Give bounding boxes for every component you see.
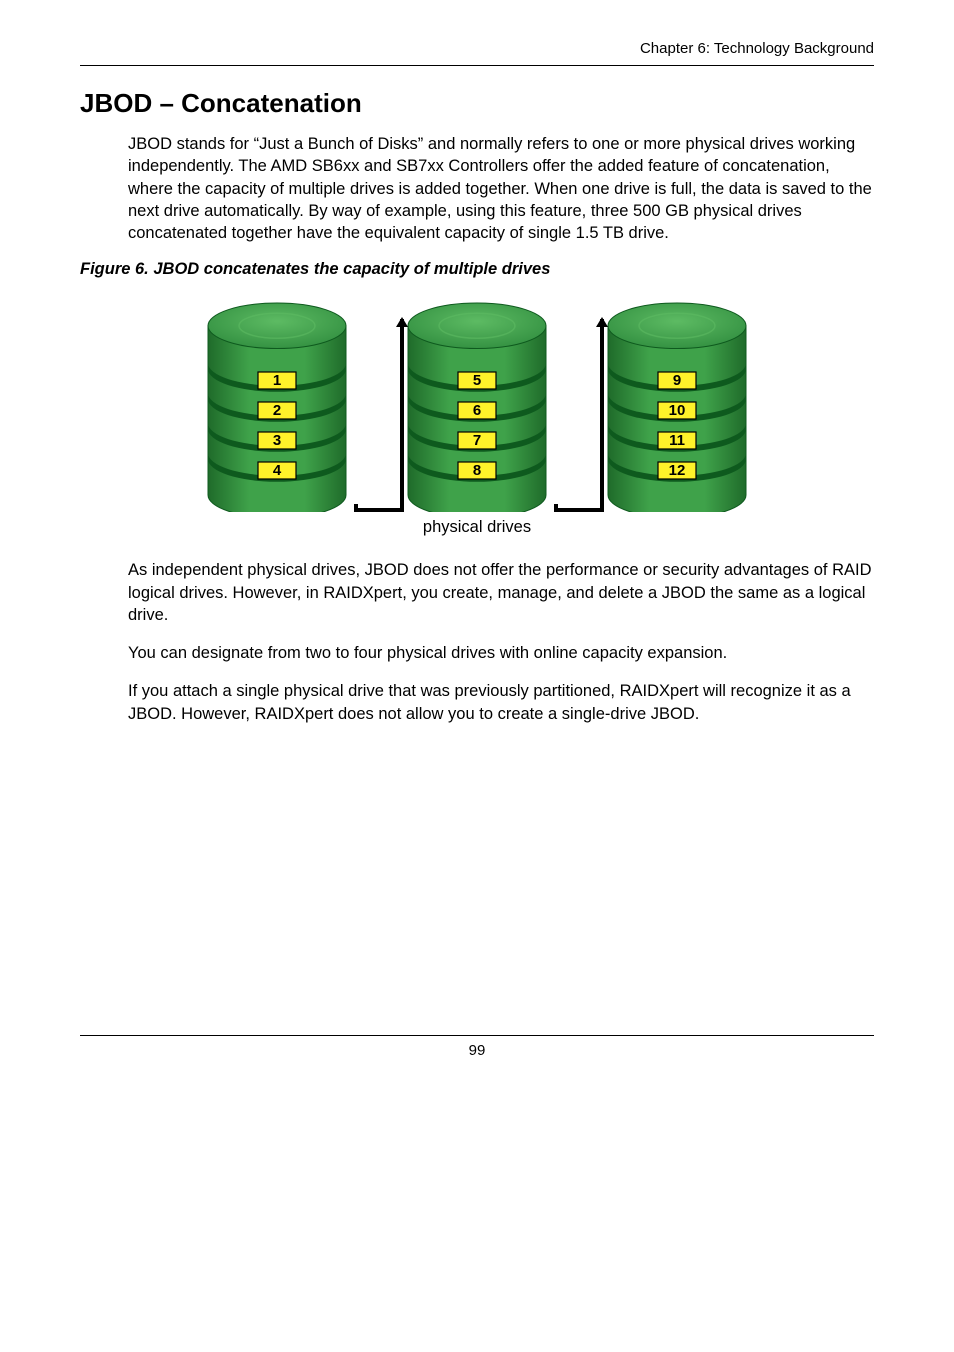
- paragraph-3: You can designate from two to four physi…: [128, 642, 874, 664]
- figure-caption: Figure 6. JBOD concatenates the capacity…: [80, 260, 874, 279]
- drive-2: 8 7 6 5: [392, 297, 562, 512]
- svg-text:12: 12: [669, 462, 686, 479]
- svg-text:6: 6: [473, 402, 481, 419]
- connector-icon: [554, 297, 608, 512]
- intro-paragraph: JBOD stands for “Just a Bunch of Disks” …: [128, 133, 874, 244]
- svg-text:1: 1: [273, 372, 281, 389]
- disk-cylinder-icon: 12 11 10 9: [592, 297, 762, 512]
- page-number: 99: [80, 1042, 874, 1059]
- paragraph-2: As independent physical drives, JBOD doe…: [128, 559, 874, 626]
- svg-text:11: 11: [669, 432, 685, 449]
- chapter-header: Chapter 6: Technology Background: [80, 40, 874, 57]
- svg-text:9: 9: [673, 372, 681, 389]
- svg-text:2: 2: [273, 402, 281, 419]
- svg-text:5: 5: [473, 372, 481, 389]
- figure-container: 4 3 2 1 8 7 6 5 12 11 10 9: [80, 297, 874, 512]
- drive-1: 4 3 2 1: [192, 297, 362, 512]
- disk-cylinder-icon: 8 7 6 5: [392, 297, 562, 512]
- footer-rule: [80, 1035, 874, 1036]
- physical-drives-label: physical drives: [80, 518, 874, 537]
- svg-text:10: 10: [669, 402, 686, 419]
- svg-text:3: 3: [273, 432, 281, 449]
- connector-icon: [354, 297, 408, 512]
- connector-2: [554, 297, 608, 517]
- paragraph-4: If you attach a single physical drive th…: [128, 680, 874, 725]
- svg-text:8: 8: [473, 462, 481, 479]
- section-title: JBOD – Concatenation: [80, 88, 874, 119]
- header-rule: [80, 65, 874, 66]
- connector-1: [354, 297, 408, 517]
- svg-text:7: 7: [473, 432, 481, 449]
- drives-row: 4 3 2 1 8 7 6 5 12 11 10 9: [192, 297, 762, 512]
- drive-3: 12 11 10 9: [592, 297, 762, 512]
- disk-cylinder-icon: 4 3 2 1: [192, 297, 362, 512]
- svg-text:4: 4: [273, 462, 282, 479]
